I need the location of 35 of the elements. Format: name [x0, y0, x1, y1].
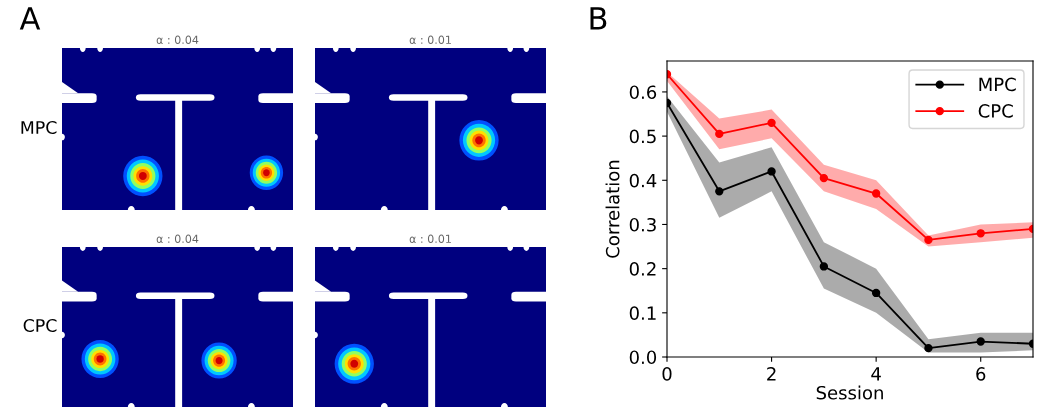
x-tick-label: 0 [662, 367, 672, 381]
x-tick-label: 6 [976, 367, 986, 381]
point [976, 337, 985, 346]
point [819, 173, 829, 183]
legend-label: MPC [979, 77, 1016, 92]
text: α : 0.04 [156, 234, 199, 243]
point [767, 118, 776, 128]
y-tick-label: 0.6 [629, 85, 657, 100]
point [871, 288, 881, 298]
x-tick-label: 4 [871, 367, 881, 381]
text: CPC [23, 318, 57, 333]
point [871, 189, 881, 198]
point [819, 262, 829, 271]
text: B [590, 7, 607, 30]
y-tick-label: 0.1 [629, 306, 656, 320]
text: α : 0.04 [156, 35, 199, 44]
y-tick-label: 0.3 [629, 217, 656, 232]
point [715, 187, 724, 196]
text: α : 0.01 [409, 35, 451, 44]
y-tick-label: 0.5 [629, 129, 656, 144]
x-tick-label: 2 [767, 367, 776, 381]
y-tick-label: 0.4 [629, 173, 657, 188]
y-tick-label: 0.2 [629, 262, 656, 276]
text: A [19, 7, 41, 30]
point [715, 129, 724, 139]
point [924, 235, 933, 245]
legend-label: CPC [978, 104, 1013, 118]
text: α : 0.01 [409, 234, 451, 243]
point [767, 167, 776, 176]
y-tick-label: 0.0 [629, 350, 657, 365]
x-axis-title: Session [816, 385, 883, 400]
text: MPC [21, 120, 57, 135]
point [976, 229, 985, 238]
y-axis-title: Correlation [605, 160, 620, 258]
point [924, 343, 933, 353]
